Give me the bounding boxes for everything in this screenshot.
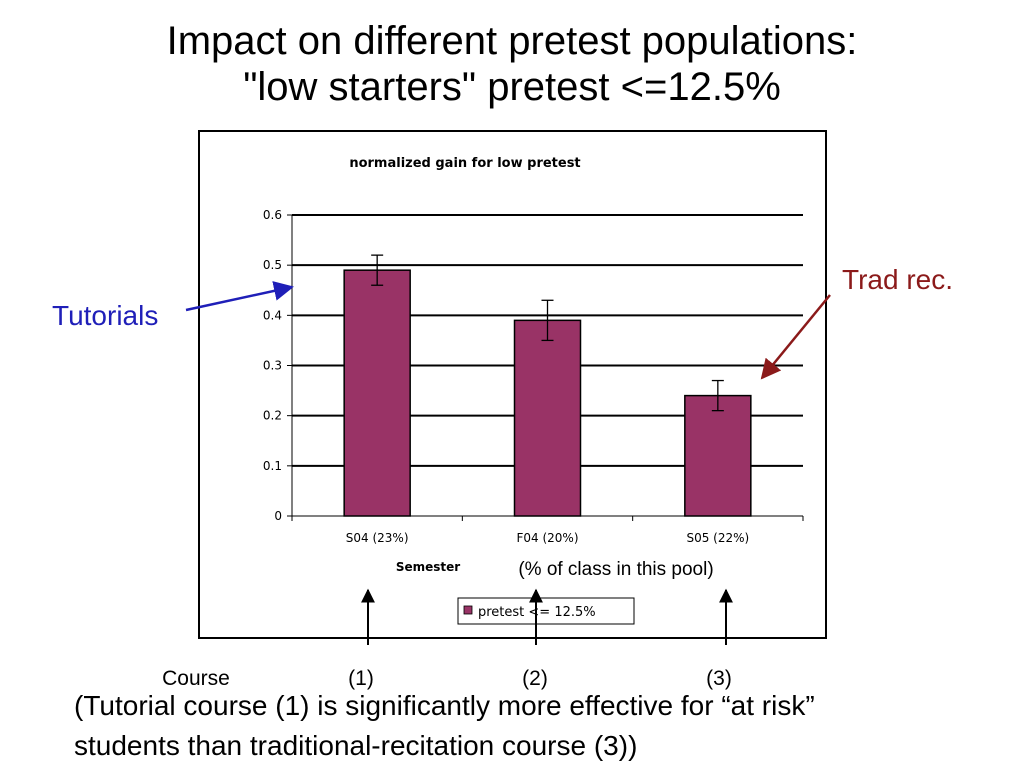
y-tick-label: 0.5: [263, 258, 282, 272]
course-number-1: (1): [348, 667, 374, 690]
x-tick-label: F04 (20%): [516, 531, 578, 545]
trad-rec-label: Trad rec.: [842, 264, 953, 295]
bar: [684, 394, 752, 517]
tutorials-label: Tutorials: [52, 300, 158, 331]
x-axis-title: Semester: [396, 560, 460, 574]
slide-title-line1: Impact on different pretest populations:: [166, 19, 858, 63]
trad-rec-arrow: [760, 294, 831, 380]
course-number-3: (3): [706, 667, 732, 690]
y-tick-label: 0.3: [263, 359, 282, 373]
x-tick-label: S04 (23%): [346, 531, 409, 545]
slide-title: Impact on different pretest populations:…: [0, 18, 1024, 110]
plot-area: 0 0.1 0.2 0.3 0.4 0.5 0.6 S04 (23%) F04 (20%) S05…: [263, 208, 804, 545]
chart-title: normalized gain for low pretest: [349, 156, 580, 171]
y-tick-label: 0.6: [263, 208, 282, 222]
y-tick-label: 0.4: [263, 308, 282, 322]
x-tick-label: S05 (22%): [686, 531, 749, 545]
y-tick-label: 0: [274, 509, 282, 523]
y-tick-label: 0.1: [263, 459, 282, 473]
legend-box: [457, 597, 635, 625]
tutorials-arrow: [185, 281, 294, 312]
legend-swatch: [463, 605, 473, 615]
slide-title-line2: "low starters" pretest <=12.5%: [243, 65, 781, 109]
bar: [513, 319, 582, 517]
bar: [343, 269, 411, 517]
chart-legend: pretest <= 12.5%: [457, 597, 635, 625]
chart-frame: [198, 130, 827, 639]
course-number-2: (2): [522, 667, 548, 690]
conclusion-text: (Tutorial course (1) is significantly mo…: [74, 686, 815, 766]
pool-note: (% of class in this pool): [518, 559, 713, 580]
conclusion-line1: (Tutorial course (1) is significantly mo…: [74, 690, 815, 721]
course-label: Course: [162, 667, 230, 690]
conclusion-line2: students than traditional-recitation cou…: [74, 730, 638, 761]
y-tick-label: 0.2: [263, 409, 282, 423]
